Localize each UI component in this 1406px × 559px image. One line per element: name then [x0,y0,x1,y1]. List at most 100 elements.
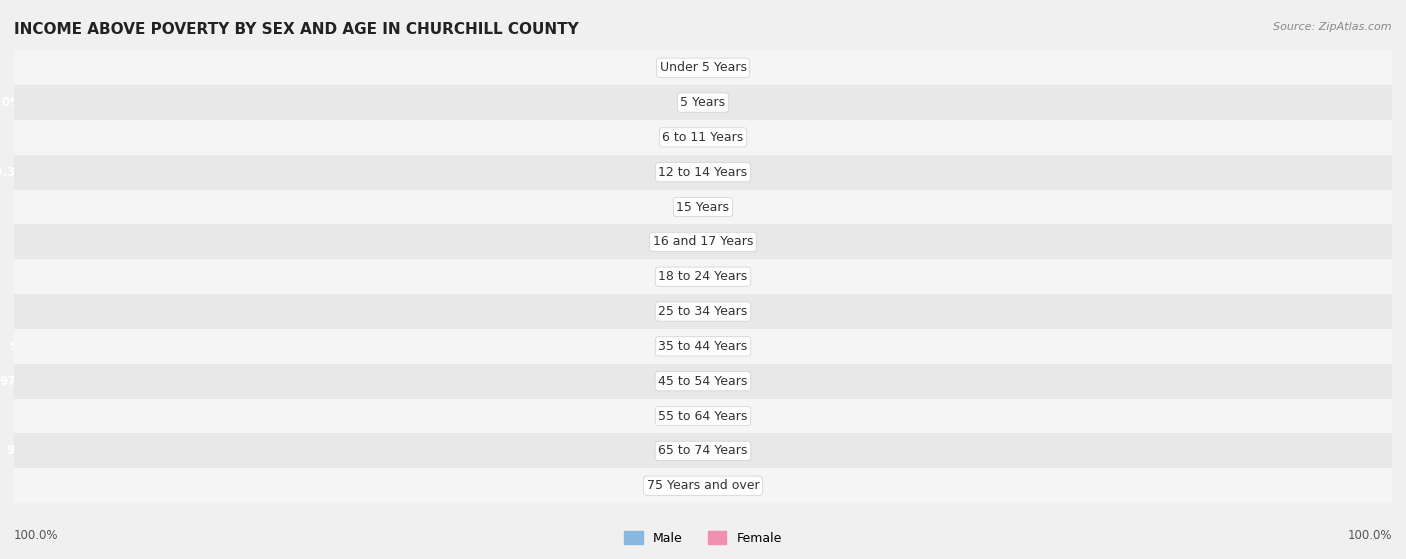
Bar [794,335,1392,357]
Bar [794,196,1392,218]
Bar [794,162,1392,183]
Bar [114,405,612,427]
Text: Source: ZipAtlas.com: Source: ZipAtlas.com [1274,22,1392,32]
Text: 35 to 44 Years: 35 to 44 Years [658,340,748,353]
Bar [794,440,1289,462]
Bar [794,405,1324,427]
Text: 87.2%: 87.2% [1265,201,1306,214]
Bar [14,301,612,323]
Bar [14,399,1392,433]
Bar [14,92,612,113]
Bar [794,92,1392,113]
Text: 82.9%: 82.9% [1240,444,1281,457]
Text: 45 to 54 Years: 45 to 54 Years [658,375,748,388]
Text: 87.0%: 87.0% [60,305,101,318]
Text: 100.0%: 100.0% [1334,96,1384,109]
Bar [794,405,1392,427]
Bar [14,440,612,462]
Bar [794,92,1392,113]
Bar [38,440,612,462]
Text: 65 to 74 Years: 65 to 74 Years [658,444,748,457]
Bar [14,126,612,148]
Bar [14,468,1392,503]
Text: 5 Years: 5 Years [681,96,725,109]
Bar [14,335,612,357]
Bar [794,475,1392,496]
Text: 89.7%: 89.7% [44,479,84,492]
Bar [14,266,612,287]
Text: Under 5 Years: Under 5 Years [659,61,747,74]
Bar [51,126,612,148]
Bar [42,335,612,357]
Bar [97,57,612,78]
Bar [14,294,1392,329]
Text: INCOME ABOVE POVERTY BY SEX AND AGE IN CHURCHILL COUNTY: INCOME ABOVE POVERTY BY SEX AND AGE IN C… [14,22,579,37]
Bar [14,405,612,427]
Text: 89.3%: 89.3% [1278,270,1319,283]
Bar [100,231,612,253]
Bar [14,120,1392,155]
Bar [794,301,1330,323]
Bar [14,162,612,183]
Bar [14,433,1392,468]
Bar [14,92,612,113]
Text: 100.0%: 100.0% [0,96,22,109]
Text: 85.7%: 85.7% [67,235,108,248]
Bar [107,196,612,218]
Text: 6 to 11 Years: 6 to 11 Years [662,131,744,144]
Bar [794,266,1329,287]
Bar [14,329,1392,364]
Bar [76,475,612,496]
Text: 89.7%: 89.7% [1281,305,1322,318]
Bar [794,196,1316,218]
Bar [794,266,1392,287]
Bar [794,475,1331,496]
Text: 12 to 14 Years: 12 to 14 Years [658,165,748,179]
Text: 55 to 64 Years: 55 to 64 Years [658,410,748,423]
Text: 18 to 24 Years: 18 to 24 Years [658,270,748,283]
Bar [14,155,1392,190]
Text: 88.6%: 88.6% [1274,410,1315,423]
Bar [14,259,1392,294]
Bar [794,440,1392,462]
Text: 25 to 34 Years: 25 to 34 Years [658,305,748,318]
Text: 95.4%: 95.4% [10,340,51,353]
Bar [14,196,612,218]
Text: 16 and 17 Years: 16 and 17 Years [652,235,754,248]
Text: 90.9%: 90.9% [1288,131,1329,144]
Text: 93.8%: 93.8% [20,131,60,144]
Legend: Male, Female: Male, Female [619,527,787,550]
Bar [794,371,1340,392]
Text: 98.6%: 98.6% [1333,61,1375,74]
Text: 99.3%: 99.3% [0,165,27,179]
Text: 86.2%: 86.2% [65,61,105,74]
Bar [14,85,1392,120]
Text: 95.9%: 95.9% [7,444,48,457]
Bar [14,225,1392,259]
Text: 74.3%: 74.3% [1188,235,1229,248]
Bar [794,126,1392,148]
Bar [14,475,612,496]
Text: 84.5%: 84.5% [75,201,115,214]
Bar [14,364,1392,399]
Bar [794,57,1392,78]
Text: 95.1%: 95.1% [1313,340,1354,353]
Bar [14,371,612,392]
Text: 97.1%: 97.1% [0,375,41,388]
Bar [794,231,1392,253]
Text: 89.8%: 89.8% [1281,479,1322,492]
Text: 75 Years and over: 75 Years and over [647,479,759,492]
Bar [14,57,612,78]
Bar [794,57,1384,78]
Bar [794,126,1337,148]
Text: 15 Years: 15 Years [676,201,730,214]
Bar [14,50,1392,85]
Bar [794,301,1392,323]
Bar [31,371,612,392]
Bar [91,301,612,323]
Bar [794,335,1362,357]
Bar [91,266,612,287]
Text: 100.0%: 100.0% [14,529,59,542]
Text: 83.3%: 83.3% [82,410,122,423]
Bar [794,231,1239,253]
